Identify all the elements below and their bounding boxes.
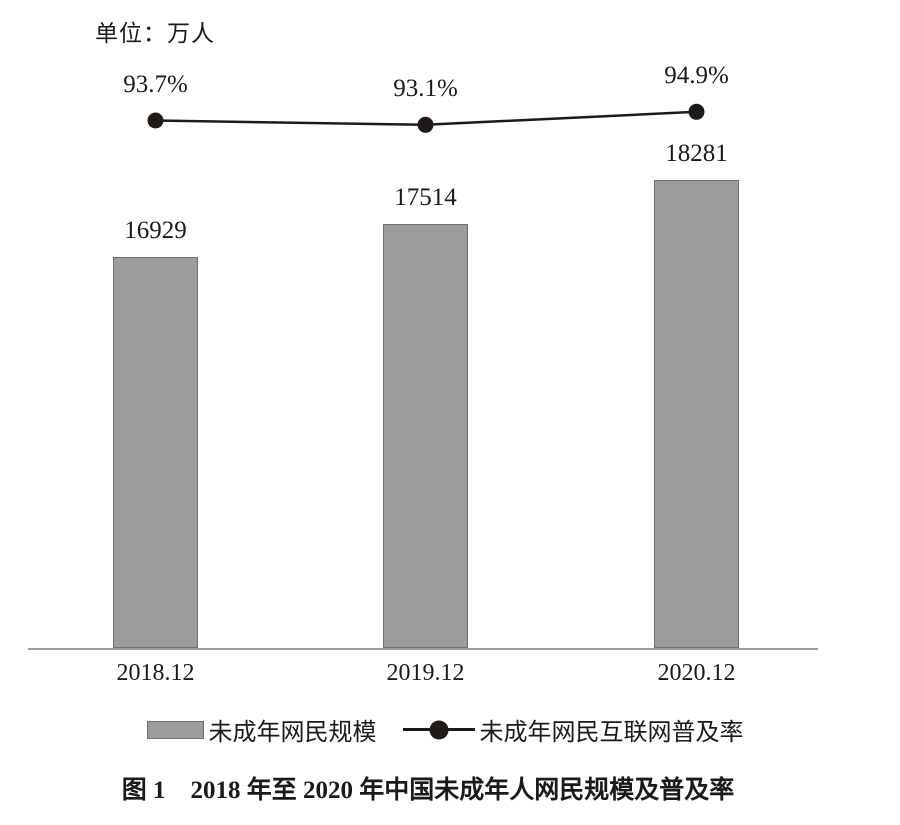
x-axis-label: 2018.12 bbox=[116, 660, 195, 686]
x-axis-line bbox=[28, 648, 818, 650]
figure-caption: 图 1 2018 年至 2020 年中国未成年人网民规模及普及率 bbox=[121, 777, 735, 804]
percent-label: 94.9% bbox=[664, 61, 729, 89]
x-axis-label: 2020.12 bbox=[657, 660, 736, 686]
plot-area bbox=[28, 55, 818, 650]
line-point bbox=[417, 116, 434, 133]
percent-label: 93.1% bbox=[393, 74, 458, 102]
legend: 未成年网民规模 未成年网民互联网普及率 bbox=[0, 712, 895, 747]
bar-2019.12 bbox=[383, 224, 468, 648]
bar-value-label: 18281 bbox=[665, 140, 728, 167]
legend-item-line: 未成年网民互联网普及率 bbox=[402, 712, 744, 747]
unit-label: 单位：万人 bbox=[95, 21, 215, 46]
bar-2020.12 bbox=[654, 180, 739, 648]
bar-2018.12 bbox=[113, 257, 198, 648]
line-point bbox=[688, 103, 705, 120]
x-axis-label: 2019.12 bbox=[386, 660, 465, 686]
percent-label: 93.7% bbox=[123, 70, 188, 98]
line-dot-icon bbox=[429, 720, 448, 739]
x-axis-labels: 2018.12 2019.12 2020.12 bbox=[28, 660, 818, 692]
line-series-layer bbox=[147, 103, 705, 133]
legend-label-bar: 未成年网民规模 bbox=[208, 720, 377, 746]
legend-item-bar: 未成年网民规模 bbox=[146, 712, 377, 747]
bar-value-label: 17514 bbox=[394, 184, 457, 211]
legend-label-line: 未成年网民互联网普及率 bbox=[479, 720, 744, 746]
line-marker-icon bbox=[402, 720, 475, 739]
bar-swatch-icon bbox=[146, 720, 204, 739]
line-point bbox=[147, 112, 164, 129]
bar-value-label: 16929 bbox=[124, 217, 187, 244]
